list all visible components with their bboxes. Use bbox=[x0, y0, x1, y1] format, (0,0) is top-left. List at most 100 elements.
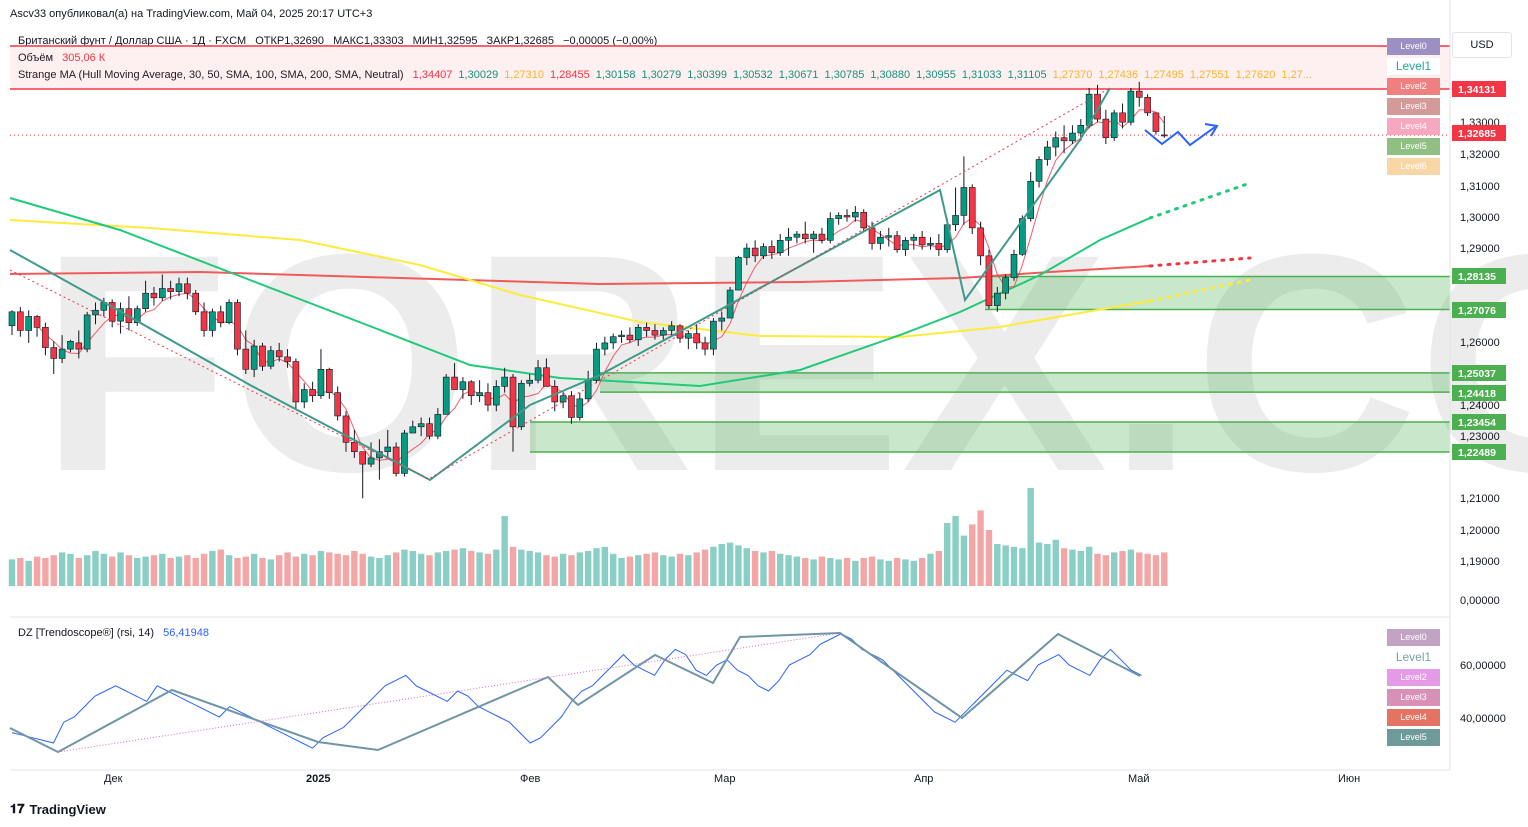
rsi-value: 56,41948 bbox=[163, 627, 210, 639]
volume-bar bbox=[92, 551, 99, 586]
volume-bar bbox=[818, 556, 826, 586]
candle-body bbox=[993, 292, 1001, 306]
volume-bar bbox=[534, 552, 542, 586]
time-label: Май bbox=[1128, 773, 1150, 785]
volume-bar bbox=[893, 558, 901, 586]
time-label: Фев bbox=[520, 773, 540, 785]
candle-body bbox=[918, 236, 926, 246]
candle-body bbox=[1027, 180, 1034, 219]
volume-bar bbox=[977, 510, 984, 586]
volume-bar bbox=[451, 549, 458, 586]
volume-bar bbox=[1002, 545, 1009, 586]
candle-body bbox=[108, 302, 116, 322]
price-tick: 1,23000 bbox=[1460, 431, 1500, 443]
candle-body bbox=[568, 395, 575, 418]
volume-legend[interactable]: Объём 305,06 К bbox=[18, 52, 111, 64]
candle-body bbox=[367, 457, 375, 465]
volume-bar bbox=[518, 549, 525, 586]
candle-body bbox=[501, 376, 508, 387]
ma-50-line bbox=[9, 197, 1151, 388]
volume-bar bbox=[1035, 542, 1043, 586]
volume-bar bbox=[384, 555, 391, 586]
volume-bar bbox=[83, 555, 91, 586]
volume-bar bbox=[685, 555, 692, 586]
level-box: Level4 bbox=[1387, 709, 1440, 726]
volume-bar bbox=[726, 542, 734, 586]
candle-body bbox=[292, 361, 300, 403]
time-label: Дек bbox=[104, 773, 123, 785]
candle-body bbox=[952, 215, 959, 226]
volume-bar bbox=[718, 544, 725, 586]
candle-body bbox=[776, 240, 784, 254]
volume-bar bbox=[743, 548, 750, 586]
volume-bar bbox=[918, 558, 926, 586]
ma-value: 1,30532 bbox=[733, 69, 773, 81]
candle-body bbox=[685, 333, 692, 339]
candle-body bbox=[593, 348, 600, 381]
price-axis[interactable]: 1,330001,320001,310001,300001,290001,260… bbox=[1449, 0, 1506, 770]
candle-body bbox=[968, 187, 976, 229]
price-tick: 1,21000 bbox=[1460, 493, 1500, 505]
volume-bar bbox=[852, 560, 859, 586]
candle-body bbox=[184, 283, 191, 294]
candle-body bbox=[267, 350, 275, 367]
symbol-legend[interactable]: Британский фунт / Доллар США · 1Д · FXCM… bbox=[18, 35, 663, 47]
candle-body bbox=[877, 236, 884, 244]
volume-bar bbox=[50, 555, 57, 586]
level-box: Level5 bbox=[1387, 138, 1440, 155]
rsi-legend[interactable]: DZ [Trendoscope®] (rsi, 14) 56,41948 bbox=[18, 627, 215, 639]
volume-value: 305,06 К bbox=[62, 52, 106, 64]
tradingview-footer[interactable]: 𝟏𝟕 TradingView bbox=[10, 801, 106, 817]
ma-value: 1,30671 bbox=[778, 69, 819, 81]
volume-bar bbox=[326, 552, 333, 586]
volume-bar bbox=[777, 553, 784, 586]
candle-body bbox=[718, 317, 726, 322]
volume-bar bbox=[351, 551, 358, 586]
volume-bar bbox=[392, 552, 400, 586]
level-box: Level6 bbox=[1387, 158, 1440, 175]
candle-body bbox=[509, 376, 517, 428]
time-axis[interactable]: Дек 2025 Фев Мар Апр Май Июн bbox=[10, 769, 1450, 785]
price-tick: 1,26000 bbox=[1460, 337, 1500, 349]
volume-bar bbox=[610, 553, 617, 586]
price-badge bbox=[1452, 385, 1506, 401]
candle-body bbox=[518, 383, 525, 428]
price-tick: 1,19000 bbox=[1460, 556, 1500, 568]
moving-averages bbox=[9, 109, 1252, 463]
volume-bar bbox=[367, 556, 375, 586]
candle-body bbox=[985, 255, 993, 306]
candle-body bbox=[459, 381, 467, 390]
candle-body bbox=[200, 311, 208, 331]
volume-bar bbox=[192, 558, 199, 586]
volume-bar bbox=[1052, 539, 1059, 586]
volume-bar bbox=[643, 553, 650, 586]
candle-body bbox=[33, 316, 41, 328]
volume-bar bbox=[250, 553, 258, 586]
price-tick: 1,24000 bbox=[1460, 400, 1500, 412]
level-box: Level0 bbox=[1387, 629, 1440, 646]
volume-bar bbox=[1069, 549, 1076, 586]
volume-bar bbox=[134, 558, 141, 586]
volume-bar bbox=[234, 558, 241, 586]
volume-bar bbox=[994, 544, 1001, 586]
candle-body bbox=[760, 246, 767, 257]
volume-bar bbox=[426, 555, 433, 586]
ohlc-open: ОТКР1,32690 bbox=[255, 35, 325, 47]
candle-body bbox=[317, 369, 325, 397]
volume-bar bbox=[593, 548, 600, 586]
ma-value: 1,34407 bbox=[412, 69, 453, 81]
candle-body bbox=[1052, 137, 1060, 148]
volume-bar bbox=[267, 559, 275, 586]
candle-body bbox=[67, 341, 74, 350]
candle-body bbox=[626, 334, 634, 341]
currency-selector[interactable]: USD bbox=[1452, 32, 1512, 58]
volume-bar bbox=[618, 558, 625, 586]
candle-body bbox=[609, 336, 617, 344]
volume-bar bbox=[885, 560, 892, 586]
volume-bar bbox=[167, 558, 174, 586]
ma-legend[interactable]: Strange MA (Hull Moving Average, 30, 50,… bbox=[18, 69, 1318, 81]
support-zone bbox=[530, 422, 1450, 453]
volume-bar bbox=[802, 558, 809, 586]
ma-value: 1,27370 bbox=[1052, 69, 1093, 81]
